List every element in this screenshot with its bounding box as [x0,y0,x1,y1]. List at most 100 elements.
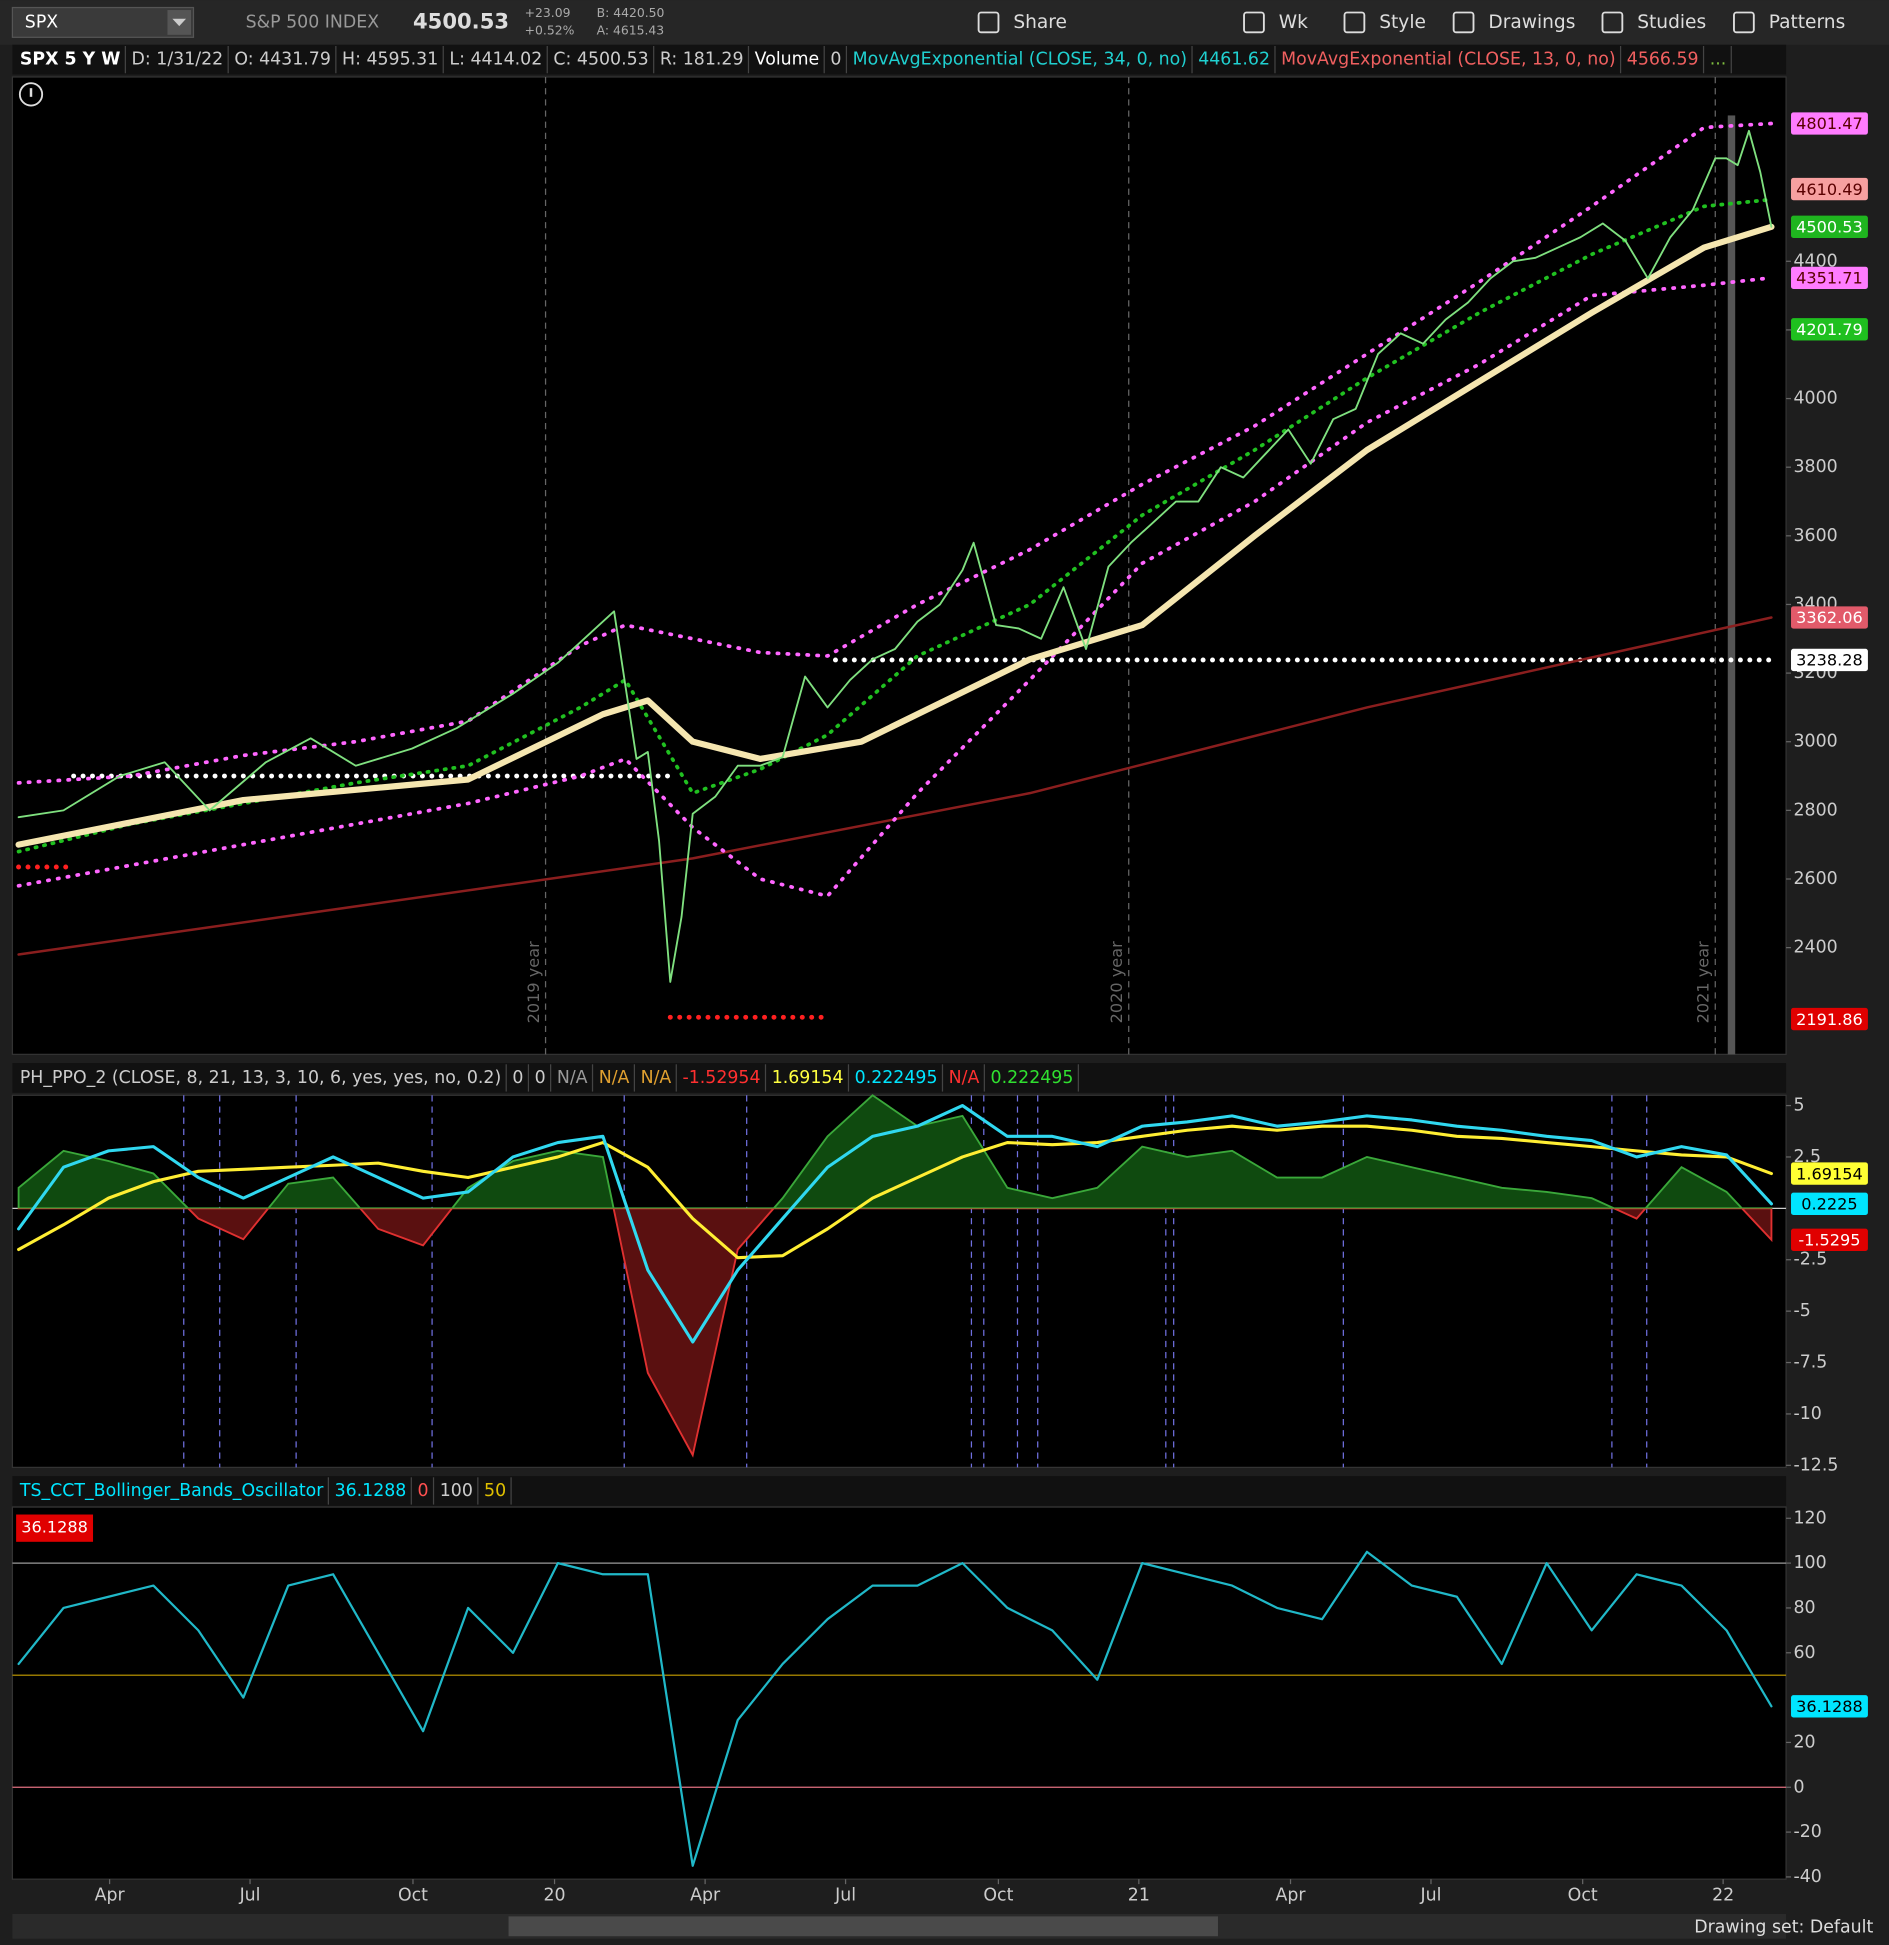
toolbar-icon [1243,11,1265,34]
series-line [17,1104,1773,1344]
header-item: Volume [755,50,820,70]
price-badge [1791,1192,1868,1215]
y-tick-label: -10 [1793,1404,1821,1424]
header-item: 0.222495 [855,1068,938,1088]
header-item: H: 4595.31 [342,50,438,70]
change-pct: +0.52% [525,23,575,38]
header-item: -1.52954 [682,1068,760,1088]
x-tick-label: Oct [1568,1885,1598,1905]
toolbar-icon [1733,11,1755,34]
price-badge [1791,266,1868,290]
header-item: N/A [599,1068,630,1088]
x-tick-label: Jul [1420,1885,1442,1905]
y-tick-label: 0 [1793,1777,1804,1797]
dropdown-arrow [172,18,187,27]
drawing-set[interactable]: Drawing set: Default [1694,1918,1873,1938]
y-tick-label: 2600 [1793,869,1837,889]
price-badge [1791,606,1868,629]
header-item: O: 4431.79 [234,50,331,70]
price-badge [1791,1162,1868,1185]
y-tick-label: 3800 [1793,457,1837,477]
y-tick-label: 3000 [1793,732,1837,752]
y-tick-label: 100 [1793,1553,1826,1573]
header-item: 4461.62 [1198,50,1270,70]
price-badge-label: 4500.53 [1796,218,1863,237]
header-item: MovAvgExponential (CLOSE, 34, 0, no) [853,50,1187,70]
y-tick-label: 4400 [1793,251,1837,271]
symbol-box[interactable] [11,6,195,38]
series-line [17,616,1773,956]
description: S&P 500 INDEX [246,12,380,32]
price-badge-label: 2191.86 [1796,1010,1863,1029]
x-tick-label: Jul [834,1885,856,1905]
value-badge-label: 36.1288 [21,1518,88,1537]
series-line [16,121,1774,785]
toolbar-icon [977,11,1000,34]
y-tick-label: 20 [1793,1732,1815,1752]
y-tick-label: 3600 [1793,526,1837,546]
y-tick-label: 2800 [1793,800,1837,820]
header-item: 1.69154 [772,1068,844,1088]
series-line [16,197,1774,854]
price-badge-label: 4351.71 [1796,269,1863,288]
price-badge [1791,648,1868,672]
price-badge [1791,1228,1868,1251]
price-badge-label: 3362.06 [1796,608,1863,627]
toolbar-icon [1343,11,1366,34]
y-tick-label: 5 [1793,1096,1804,1116]
y-tick-label: 2400 [1793,938,1837,958]
price-badge [1791,1007,1868,1031]
header-item: N/A [557,1068,588,1088]
bb-panel[interactable] [11,1506,1787,1880]
year-marker-label: 2021 year [1694,941,1713,1023]
year-marker-label: 2020 year [1107,941,1126,1023]
price-badge-label: 1.69154 [1796,1164,1863,1183]
x-tick-label: 22 [1712,1885,1734,1905]
price-badge [1791,318,1868,341]
alert-icon[interactable] [18,82,44,107]
toolbar-button[interactable]: Wk [1279,12,1308,33]
toolbar-button[interactable]: Style [1379,12,1426,33]
x-tick-label: Apr [690,1885,721,1905]
header-item: SPX 5 Y W [20,50,121,70]
price-badge-label: 36.1288 [1796,1697,1863,1716]
y-tick-label: -2.5 [1793,1250,1827,1270]
header-item: 36.1288 [335,1481,407,1501]
header-item: R: 181.29 [660,50,744,70]
x-tick-label: Jul [239,1885,261,1905]
toolbar-button[interactable]: Share [1013,12,1067,33]
price-badge [1791,112,1868,135]
bid: B: 4420.50 [597,5,665,20]
header-item: N/A [949,1068,980,1088]
header-item: 4566.59 [1627,50,1699,70]
header-item: 0 [418,1481,429,1501]
y-tick-label: -40 [1793,1867,1821,1887]
value-badge [16,1514,94,1542]
scroll-thumb[interactable] [508,1916,1218,1937]
price-badge [1791,215,1868,238]
price-badge [1791,177,1868,201]
header-item: PH_PPO_2 (CLOSE, 8, 21, 13, 3, 10, 6, ye… [20,1068,501,1088]
price-badge-label: 4201.79 [1796,320,1863,339]
header-item: 0 [512,1068,523,1088]
y-tick-label: -5 [1793,1301,1810,1321]
header-item: 0 [535,1068,546,1088]
x-tick-label: 20 [544,1885,566,1905]
y-tick-label: -20 [1793,1822,1821,1842]
price-panel[interactable] [11,76,1787,1055]
change: +23.09 [525,5,571,20]
y-tick-label: -12.5 [1793,1455,1838,1475]
toolbar-button[interactable]: Drawings [1488,12,1575,33]
price-badge-label: 4801.47 [1796,114,1863,133]
series-line [17,129,1773,983]
price-badge-label: -1.5295 [1798,1231,1860,1250]
y-tick-label: 4000 [1793,389,1837,409]
price-badge-label: 0.2225 [1801,1195,1857,1214]
last-price: 4500.53 [413,8,509,33]
toolbar-button[interactable]: Studies [1637,12,1706,33]
toolbar-button[interactable]: Patterns [1769,12,1846,33]
x-tick-label: Oct [398,1885,428,1905]
series-line [15,223,1775,848]
header-item: ... [1710,50,1727,70]
